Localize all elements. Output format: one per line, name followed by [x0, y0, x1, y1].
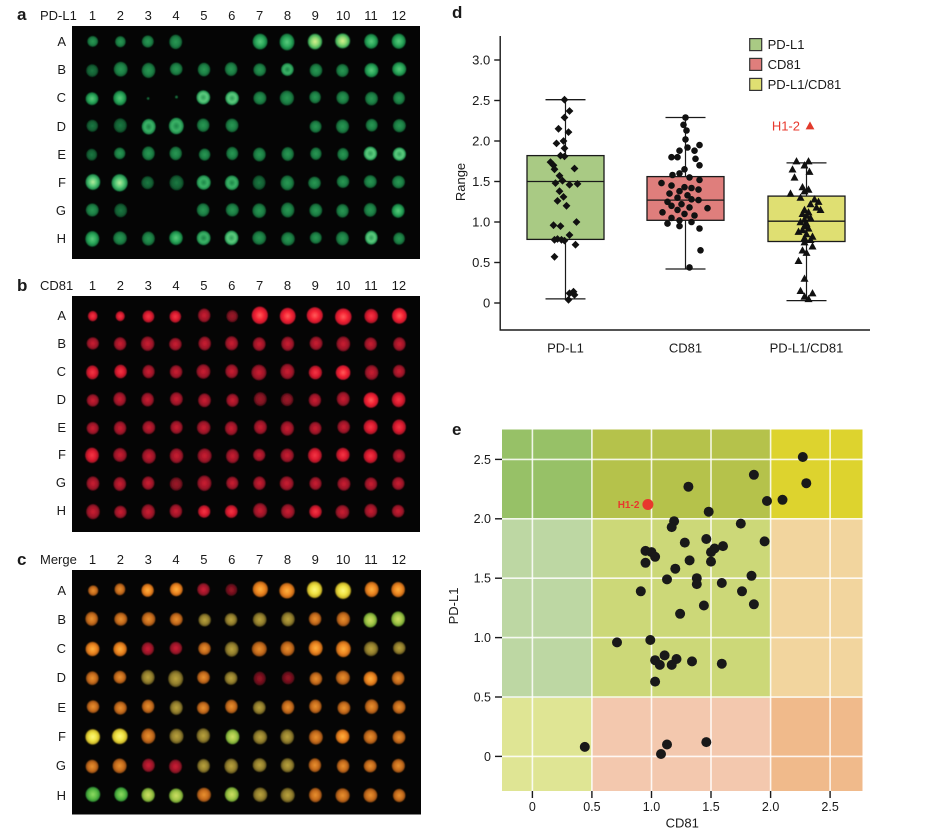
- svg-text:H1-2: H1-2: [772, 119, 800, 134]
- svg-text:0.5: 0.5: [472, 255, 490, 270]
- svg-text:0: 0: [529, 800, 536, 814]
- svg-text:PD-L1: PD-L1: [768, 37, 805, 52]
- svg-text:PD-L1: PD-L1: [547, 341, 584, 356]
- svg-text:2.0: 2.0: [472, 134, 490, 149]
- svg-text:0.5: 0.5: [474, 690, 491, 704]
- svg-text:0: 0: [483, 296, 490, 311]
- svg-text:1.5: 1.5: [472, 174, 490, 189]
- svg-text:1.0: 1.0: [472, 215, 490, 230]
- svg-text:H1-2: H1-2: [618, 500, 640, 511]
- svg-text:0.5: 0.5: [583, 800, 600, 814]
- svg-text:2.0: 2.0: [474, 512, 491, 526]
- svg-text:CD81: CD81: [666, 816, 699, 831]
- svg-text:PD-L1: PD-L1: [446, 588, 461, 625]
- svg-text:1.5: 1.5: [702, 800, 719, 814]
- svg-text:2.0: 2.0: [762, 800, 779, 814]
- svg-text:PD-L1/CD81: PD-L1/CD81: [768, 77, 842, 92]
- svg-text:2.5: 2.5: [821, 800, 838, 814]
- svg-text:2.5: 2.5: [474, 453, 491, 467]
- svg-text:1.0: 1.0: [643, 800, 660, 814]
- svg-text:3.0: 3.0: [472, 53, 490, 68]
- svg-text:1.0: 1.0: [474, 631, 491, 645]
- svg-text:0: 0: [484, 750, 491, 764]
- svg-text:2.5: 2.5: [472, 93, 490, 108]
- svg-text:1.5: 1.5: [474, 572, 491, 586]
- svg-text:CD81: CD81: [669, 341, 702, 356]
- svg-text:Range: Range: [453, 163, 468, 201]
- svg-text:PD-L1/CD81: PD-L1/CD81: [770, 341, 844, 356]
- svg-text:CD81: CD81: [768, 57, 801, 72]
